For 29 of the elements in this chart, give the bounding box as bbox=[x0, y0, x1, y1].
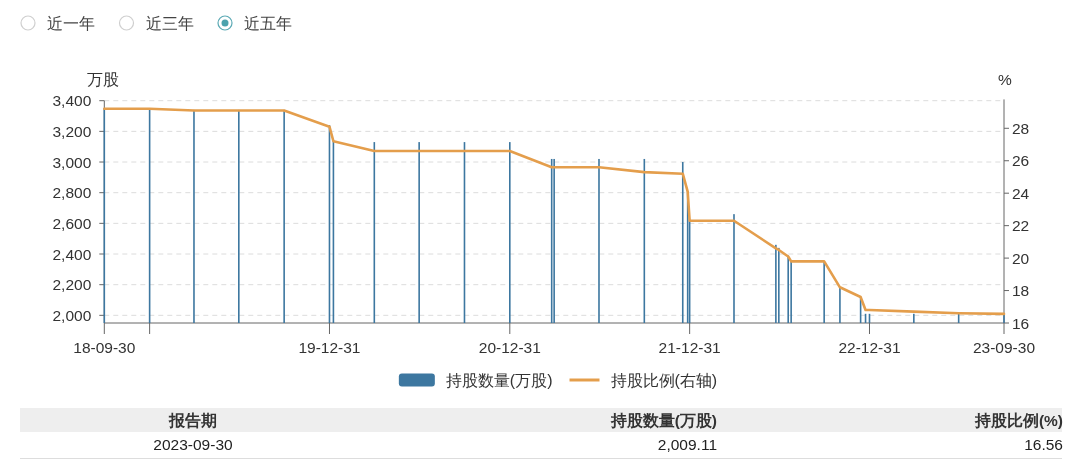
x-tick-label: 23-09-30 bbox=[972, 339, 1036, 356]
y2-tick-label: 16 bbox=[1012, 314, 1030, 332]
y2-tick-label: 18 bbox=[1012, 282, 1030, 300]
y-tick-label: 2,400 bbox=[52, 245, 92, 263]
legend-label: 持股比例(右轴) bbox=[610, 371, 718, 389]
y-tick-label: 3,000 bbox=[52, 153, 92, 171]
y-axis-title: 万股 bbox=[87, 71, 120, 88]
legend-label: 持股数量(万股) bbox=[445, 371, 553, 389]
table: 报告期 持股数量(万股) 持股比例(%) 2023-09-30 2,009.11 16.56 bbox=[19, 408, 1063, 459]
radio-button: 近五年 bbox=[217, 14, 292, 32]
y2-tick-label: 22 bbox=[1012, 217, 1030, 235]
x-tick-label: 22-12-31 bbox=[838, 339, 901, 356]
x-tick-label: 20-12-31 bbox=[478, 339, 541, 356]
y-tick-label: 3,400 bbox=[52, 92, 92, 110]
x-tick-label: 21-12-31 bbox=[658, 339, 721, 356]
radio-button: 近一年 bbox=[20, 14, 95, 32]
y2-tick-label: 24 bbox=[1012, 184, 1030, 202]
y2-axis-title: % bbox=[998, 71, 1013, 88]
y2-tick-label: 28 bbox=[1012, 119, 1030, 137]
radio-button: 近三年 bbox=[118, 14, 194, 32]
y2-tick-label: 26 bbox=[1012, 152, 1030, 170]
y-tick-label: 2,200 bbox=[52, 276, 92, 294]
y-tick-label: 3,200 bbox=[52, 122, 92, 140]
y2-tick-label: 20 bbox=[1012, 249, 1030, 267]
y-tick-label: 2,800 bbox=[52, 184, 92, 202]
y-tick-label: 2,600 bbox=[52, 214, 92, 232]
x-tick-label: 18-09-30 bbox=[73, 339, 136, 356]
x-tick-label: 19-12-31 bbox=[298, 339, 361, 356]
y-tick-label: 2,000 bbox=[52, 306, 92, 324]
